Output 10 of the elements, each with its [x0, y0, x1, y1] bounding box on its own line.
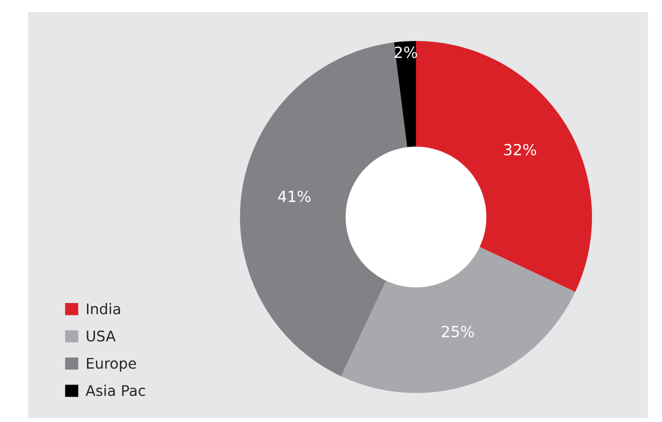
donut-slice [394, 41, 416, 148]
data-label: 25% [442, 326, 474, 338]
legend-label: Asia Pac [86, 384, 145, 396]
data-label: 41% [278, 190, 310, 202]
donut-slice [341, 246, 576, 393]
legend-label: Europe [86, 358, 136, 372]
legend-label: India [86, 303, 120, 314]
donut-slice [416, 41, 592, 292]
data-label: 32% [504, 144, 536, 156]
legend-label: USA [86, 330, 116, 342]
